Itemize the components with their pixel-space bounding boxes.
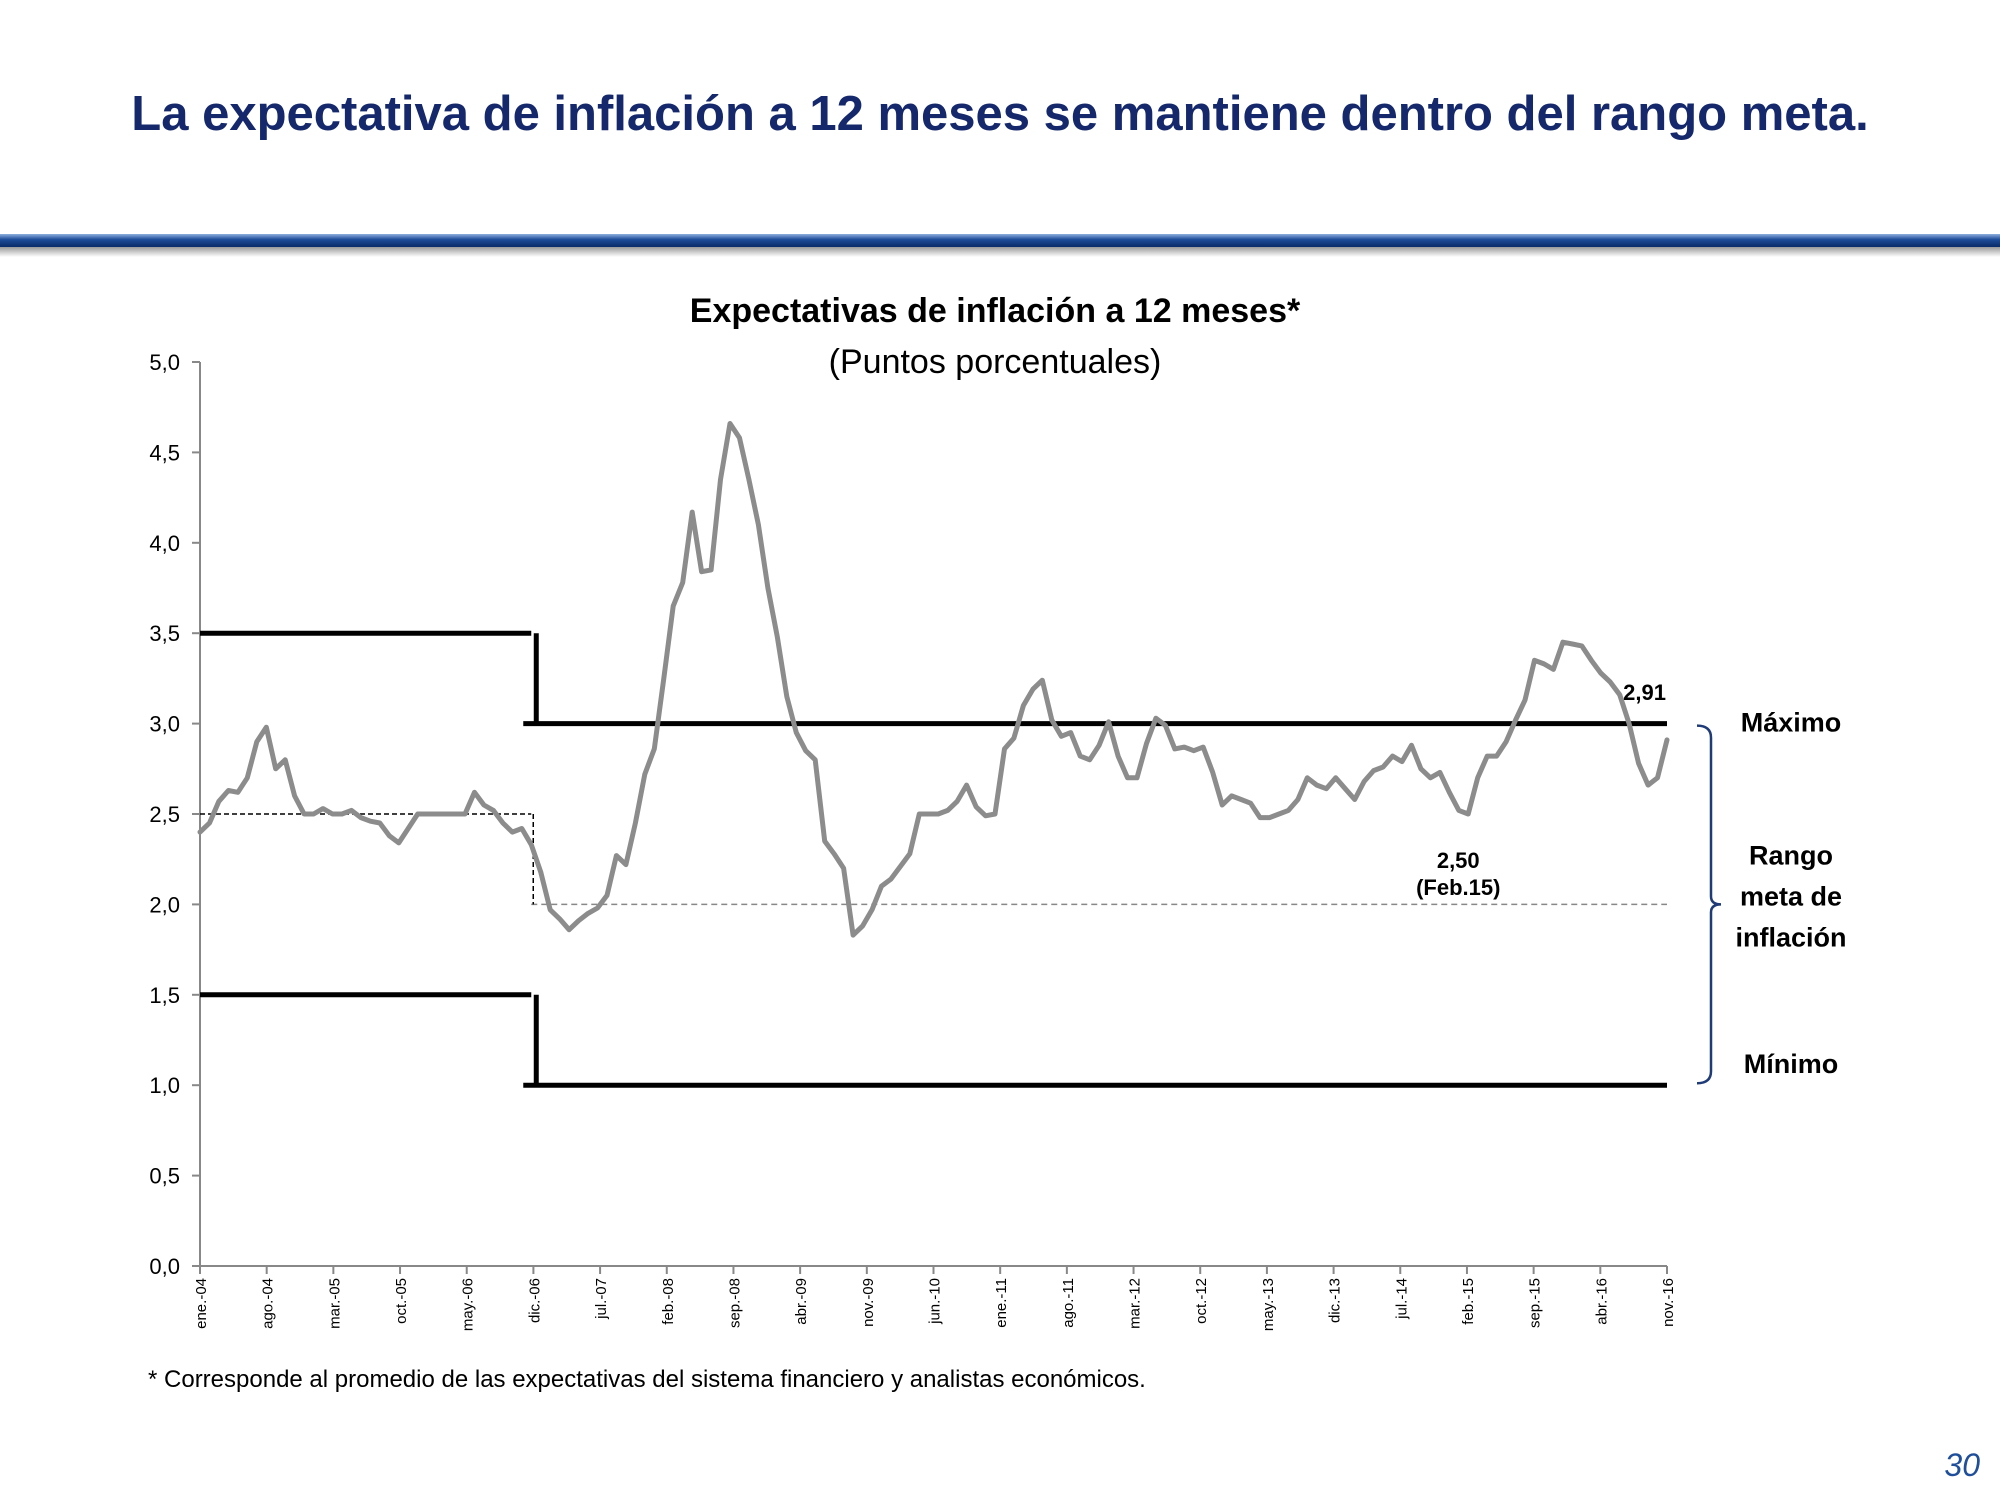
header-rule-shadow	[0, 247, 2000, 257]
page-number: 30	[1944, 1447, 1980, 1483]
target-range-lines	[200, 630, 1667, 1088]
header-rule	[0, 234, 2000, 247]
x-tick-label: mar.-12	[1127, 1278, 1144, 1329]
chart-axes: 0,0 0,5 1,0 1,5 2,0 2,5 3,0 3,5 4,0 4,5 5,0 ene.-04…	[149, 350, 1677, 1331]
x-tick-label: may.-13	[1260, 1278, 1277, 1331]
y-tick-label: 2,5	[149, 802, 180, 827]
x-tick-label: ene.-11	[993, 1278, 1010, 1328]
y-tick-label: 1,0	[149, 1073, 180, 1098]
chart-title: Expectativas de inflación a 12 meses*	[690, 292, 1301, 330]
x-tick-label: oct.-05	[393, 1278, 410, 1324]
label-rango-meta: inflación	[1735, 922, 1846, 952]
label-rango-meta: Rango	[1749, 840, 1833, 870]
series-group	[197, 421, 1670, 938]
y-tick-label: 5,0	[149, 350, 180, 375]
x-tick-label: sep.-08	[726, 1278, 743, 1328]
y-tick-label: 4,0	[149, 531, 180, 556]
label-minimo: Mínimo	[1744, 1049, 1839, 1079]
range-labels: Máximo Rango meta de inflación Mínimo	[1696, 708, 1847, 1085]
y-tick-label: 3,5	[149, 621, 180, 646]
x-tick-label: ago.-04	[260, 1278, 277, 1329]
x-tick-label: dic.-13	[1327, 1278, 1344, 1323]
y-tick-label: 4,5	[149, 440, 180, 465]
annotation-min-date: (Feb.15)	[1416, 875, 1500, 900]
annotation-latest-value: 2,91	[1623, 680, 1666, 705]
x-tick-label: nov.-16	[1660, 1278, 1677, 1327]
range-bracket	[1696, 724, 1722, 1085]
x-tick-label: dic.-06	[526, 1278, 543, 1323]
slide-title: La expectativa de inflación a 12 meses s…	[131, 87, 1869, 141]
x-tick-label: abr.-09	[793, 1278, 810, 1325]
x-tick-label: feb.-08	[660, 1278, 677, 1325]
x-tick-label: feb.-15	[1460, 1278, 1477, 1325]
x-tick-label: jun.-10	[927, 1278, 944, 1325]
y-tick-label: 1,5	[149, 983, 180, 1008]
footnote: * Corresponde al promedio de las expecta…	[148, 1366, 1146, 1393]
annotation-min-value: 2,50	[1437, 848, 1480, 873]
x-tick-label: nov.-09	[860, 1278, 877, 1327]
x-tick-label: ago.-11	[1060, 1278, 1077, 1328]
y-tick-label: 2,0	[149, 892, 180, 917]
y-tick-label: 0,5	[149, 1164, 180, 1189]
y-tick-label: 3,0	[149, 712, 180, 737]
x-tick-label: sep.-15	[1527, 1278, 1544, 1328]
x-tick-label: jul.-14	[1393, 1278, 1410, 1320]
x-tick-label: abr.-16	[1593, 1278, 1610, 1325]
chart-subtitle: (Puntos porcentuales)	[829, 343, 1162, 381]
y-tick-label: 0,0	[149, 1254, 180, 1279]
label-rango-meta: meta de	[1740, 881, 1842, 911]
label-maximo: Máximo	[1741, 708, 1842, 738]
annotations: 2,91 2,50(Feb.15)	[1416, 680, 1666, 900]
x-tick-label: may.-06	[460, 1278, 477, 1331]
series-line	[197, 421, 1670, 938]
x-tick-label: oct.-12	[1193, 1278, 1210, 1324]
x-tick-label: ene.-04	[193, 1278, 210, 1329]
x-tick-label: jul.-07	[593, 1278, 610, 1320]
x-tick-label: mar.-05	[326, 1278, 343, 1329]
